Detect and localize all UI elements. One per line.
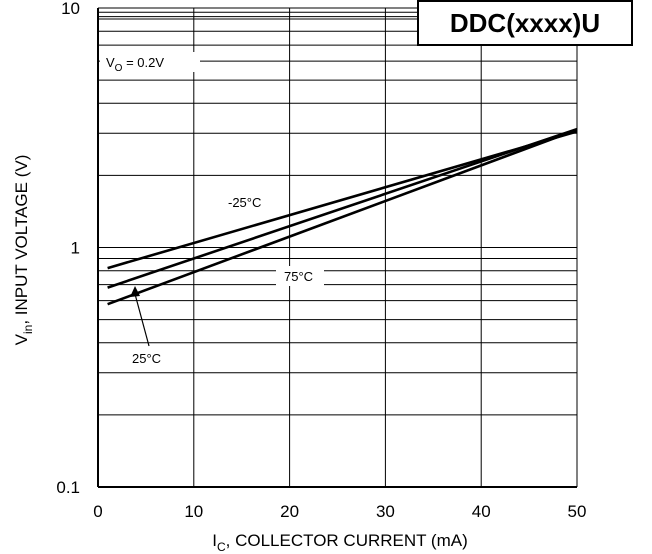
condition-label-rest: = 0.2V — [122, 55, 164, 70]
x-tick-label: 40 — [472, 502, 491, 521]
condition-label-main: V — [106, 55, 115, 70]
arrow-25-head — [130, 286, 140, 297]
y-axis-label-main: V — [12, 333, 31, 345]
label-bg-75 — [276, 266, 324, 286]
series-line-2 — [107, 127, 578, 289]
condition-label: VO = 0.2V — [106, 55, 164, 74]
series-label-m25: -25°C — [228, 195, 261, 210]
x-axis-label-main: I — [212, 531, 217, 550]
y-tick-label: 10 — [61, 0, 80, 18]
y-tick-label: 0.1 — [56, 478, 80, 497]
x-axis-label-rest: , COLLECTOR CURRENT (mA) — [226, 531, 468, 550]
x-tick-label: 10 — [184, 502, 203, 521]
part-number: DDC(xxxx)U — [450, 8, 600, 38]
x-tick-label: 30 — [376, 502, 395, 521]
x-tick-label: 20 — [280, 502, 299, 521]
arrow-25-shaft — [134, 293, 150, 347]
part-number-box — [417, 0, 633, 46]
condition-label-bg — [100, 52, 200, 72]
series-label-75: 75°C — [284, 269, 313, 284]
series-label-25: 25°C — [132, 351, 161, 366]
y-tick-label: 1 — [71, 239, 80, 258]
y-axis-label-rest: , INPUT VOLTAGE (V) — [12, 155, 31, 325]
x-tick-labels: 0 10 20 30 40 50 — [93, 502, 586, 521]
grid — [98, 7, 577, 488]
x-axis-label: IC, COLLECTOR CURRENT (mA) — [212, 531, 468, 554]
x-axis-label-sub: C — [217, 540, 226, 554]
y-tick-labels: 0.1 1 10 — [56, 0, 80, 497]
label-bg-25 — [128, 348, 176, 368]
x-tick-label: 0 — [93, 502, 102, 521]
y-axis-label: Vin, INPUT VOLTAGE (V) — [12, 155, 35, 346]
series-line-1 — [107, 128, 578, 306]
y-axis-label-sub: in — [21, 325, 35, 334]
label-bg-m25 — [224, 192, 272, 212]
x-tick-label: 50 — [568, 502, 587, 521]
condition-label-sub: O — [115, 63, 123, 74]
plot-frame — [97, 8, 578, 488]
series-lines — [107, 127, 578, 306]
